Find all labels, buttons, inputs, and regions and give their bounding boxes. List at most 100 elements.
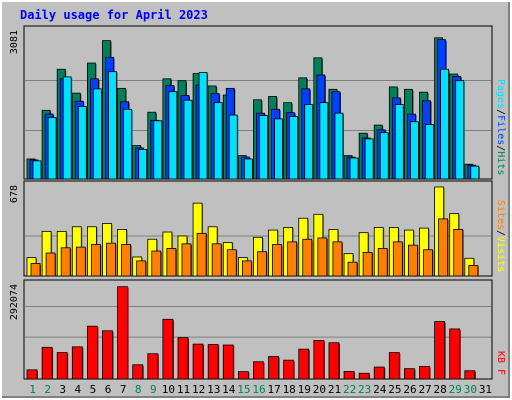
- bar-sites-day-10: [166, 248, 177, 277]
- x-tick-label: 5: [90, 383, 97, 396]
- bar-sites-day-12: [196, 232, 207, 277]
- bar-kb-f-day-5: [86, 325, 98, 380]
- bar-pages-day-6: [108, 71, 117, 180]
- panel-bottom: 292074 KB F: [9, 279, 506, 380]
- bar-sites-day-22: [347, 261, 358, 277]
- bar-sites-day-7: [121, 244, 131, 277]
- x-tick-label: 24: [373, 383, 387, 396]
- bar-pages-day-11: [183, 99, 193, 180]
- bar-kb-f-day-12: [192, 343, 204, 380]
- legend-entry: Hits: [495, 151, 506, 175]
- bar-kb-f-day-10: [162, 318, 174, 380]
- bar-pages-day-7: [123, 108, 132, 180]
- bar-kb-f-day-2: [41, 346, 53, 380]
- bar-kb-f-day-11: [177, 337, 189, 380]
- x-tick-label: 23: [358, 383, 371, 396]
- bar-sites-day-23: [362, 251, 373, 277]
- bar-sites-day-5: [90, 244, 101, 277]
- x-tick-label: 19: [298, 383, 311, 396]
- x-tick-label: 21: [328, 383, 341, 396]
- bar-kb-f-day-24: [373, 366, 385, 380]
- bar-sites-day-4: [75, 246, 86, 277]
- bar-sites-day-9: [151, 250, 162, 277]
- bar-pages-day-21: [334, 112, 344, 180]
- bar-kb-f-day-22: [343, 371, 355, 380]
- panel-middle: 678 Sites/Visits: [9, 180, 506, 277]
- bar-pages-day-18: [289, 116, 299, 180]
- y-max-label-top: 3081: [9, 30, 20, 54]
- bar-pages-day-10: [168, 91, 178, 180]
- bar-kb-f-day-18: [283, 359, 295, 380]
- legend-entry: Sites: [495, 200, 506, 230]
- legend-entry: KB F: [495, 351, 506, 375]
- bar-sites-day-17: [272, 244, 282, 277]
- bar-pages-day-3: [62, 76, 72, 180]
- bar-kb-f-day-15: [237, 371, 249, 380]
- bar-sites-day-19: [302, 238, 313, 277]
- x-tick-label: 16: [252, 383, 265, 396]
- bar-kb-f-day-3: [56, 352, 68, 380]
- bar-sites-day-15: [241, 260, 252, 277]
- bar-kb-f-day-19: [298, 348, 310, 380]
- legend-entry: /: [495, 145, 506, 151]
- bar-sites-day-25: [392, 241, 403, 277]
- bar-pages-day-12: [198, 72, 208, 180]
- bar-sites-day-14: [226, 249, 237, 277]
- bar-pages-day-5: [92, 88, 102, 180]
- x-tick-label: 30: [464, 383, 477, 396]
- bar-pages-day-15: [243, 158, 253, 180]
- bar-kb-f-day-16: [253, 361, 264, 380]
- bar-kb-f-day-28: [434, 321, 446, 380]
- bar-pages-day-14: [228, 114, 238, 180]
- bar-pages-day-13: [213, 102, 223, 180]
- bar-kb-f-day-13: [207, 344, 219, 380]
- chart-title: Daily usage for April 2023: [20, 8, 208, 22]
- bar-kb-f-day-26: [404, 368, 415, 380]
- x-tick-label: 9: [150, 383, 157, 396]
- bar-sites-day-13: [211, 243, 222, 277]
- bar-pages-day-24: [379, 132, 389, 180]
- bar-kb-f-day-17: [268, 356, 279, 380]
- bar-kb-f-day-27: [419, 365, 430, 380]
- x-tick-label: 4: [75, 383, 82, 396]
- x-tick-label: 2: [44, 383, 51, 396]
- x-tick-label: 14: [222, 383, 236, 396]
- y-max-label-bottom: 292074: [9, 284, 20, 320]
- x-tick-label: 31: [479, 383, 492, 396]
- bar-pages-day-23: [364, 138, 374, 180]
- bar-pages-day-17: [274, 118, 283, 180]
- x-tick-label: 28: [434, 383, 447, 396]
- bar-pages-day-26: [410, 121, 419, 180]
- x-tick-label: 10: [162, 383, 175, 396]
- bar-sites-day-24: [377, 248, 388, 277]
- legend-entry: /: [495, 109, 506, 115]
- bar-sites-day-21: [332, 241, 343, 277]
- bar-sites-day-27: [423, 249, 433, 277]
- bar-kb-f-day-25: [388, 352, 400, 380]
- bar-kb-f-day-7: [117, 286, 128, 380]
- bar-pages-day-20: [319, 102, 329, 180]
- y-max-label-middle: 678: [9, 185, 20, 203]
- bar-pages-day-30: [470, 165, 480, 180]
- bar-pages-day-4: [77, 106, 87, 180]
- bar-sites-day-18: [287, 241, 298, 277]
- bar-kb-f-day-21: [328, 342, 340, 380]
- bar-sites-day-1: [30, 263, 41, 277]
- x-tick-label: 29: [449, 383, 462, 396]
- bar-kb-f-day-29: [449, 328, 461, 380]
- legend-entry: /: [495, 230, 506, 236]
- x-tick-label: 15: [237, 383, 250, 396]
- bar-pages-day-27: [425, 124, 434, 180]
- bar-sites-day-8: [136, 260, 147, 277]
- x-tick-label: 7: [120, 383, 127, 396]
- x-tick-label: 20: [313, 383, 326, 396]
- x-tick-label: 26: [403, 383, 416, 396]
- x-tick-label: 8: [135, 383, 142, 396]
- x-tick-label: 12: [192, 383, 205, 396]
- bar-sites-day-28: [438, 218, 449, 277]
- bar-pages-day-29: [455, 80, 465, 180]
- bar-sites-day-30: [468, 265, 479, 277]
